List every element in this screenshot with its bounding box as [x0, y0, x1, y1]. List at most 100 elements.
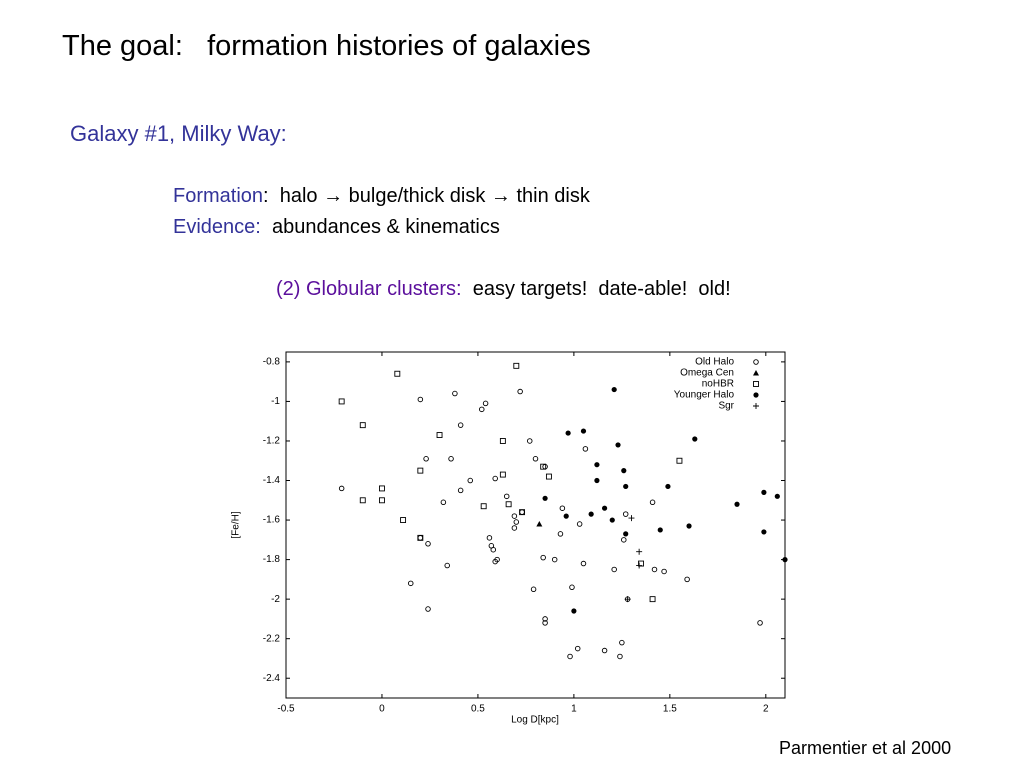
point	[530, 586, 537, 593]
point	[623, 483, 629, 490]
point	[619, 639, 625, 646]
point	[505, 501, 512, 508]
point	[782, 557, 788, 563]
point	[457, 487, 464, 494]
legend-label: Omega Cen	[680, 368, 734, 379]
legend-marker	[753, 370, 759, 376]
plot-frame	[285, 351, 786, 699]
clusters-line: (2) Globular clusters: easy targets! dat…	[276, 278, 731, 301]
point	[649, 499, 656, 506]
point	[486, 535, 493, 541]
point	[757, 620, 763, 626]
formation-label: Formation	[173, 185, 264, 207]
x-tick-label: -0.5	[277, 704, 295, 715]
point	[513, 519, 520, 525]
y-axis-label: [Fe/H]	[231, 511, 242, 538]
point	[761, 529, 767, 535]
point	[692, 436, 698, 442]
y-tick-label: -0.8	[263, 357, 281, 368]
point	[494, 556, 500, 563]
clusters-label: (2) Globular clusters:	[276, 278, 462, 300]
point	[601, 647, 608, 654]
point	[542, 620, 548, 626]
slide-title: The goal: formation histories of galaxie…	[62, 30, 591, 62]
x-tick-label: 0	[379, 704, 385, 715]
point	[621, 468, 627, 474]
point	[359, 497, 366, 504]
point	[452, 390, 458, 397]
point	[557, 531, 564, 537]
point	[492, 475, 498, 482]
point	[686, 523, 692, 529]
point	[621, 537, 627, 543]
point	[609, 517, 615, 523]
point	[479, 406, 485, 413]
legend-marker	[753, 359, 759, 365]
point	[517, 388, 523, 395]
y-tick-label: -1.6	[263, 515, 281, 526]
point	[436, 432, 443, 438]
legend-label: Old Halo	[695, 357, 734, 368]
point	[536, 521, 543, 527]
point	[657, 527, 663, 533]
point	[532, 456, 539, 462]
point	[400, 517, 407, 524]
point	[448, 456, 454, 462]
point	[417, 396, 424, 403]
formation-text: : halo → bulge/thick disk → thin disk	[263, 185, 590, 207]
point	[394, 370, 401, 377]
point	[542, 616, 548, 622]
x-axis-label: Log D[kpc]	[511, 715, 559, 726]
point	[774, 493, 780, 499]
y-tick-label: -2	[271, 594, 280, 605]
point	[540, 463, 547, 470]
point	[545, 473, 552, 480]
point	[594, 477, 600, 484]
point	[676, 457, 683, 464]
point	[734, 501, 740, 507]
point	[519, 509, 525, 515]
point	[440, 499, 447, 506]
y-tick-label: -2.2	[263, 633, 281, 644]
point	[499, 471, 506, 478]
point	[665, 483, 671, 490]
point	[588, 511, 594, 517]
point	[636, 548, 643, 555]
point	[542, 495, 548, 501]
x-tick-label: 0.5	[471, 704, 485, 715]
y-tick-label: -1	[271, 396, 280, 407]
legend-label: Younger Halo	[674, 390, 735, 401]
evidence-label: Evidence:	[173, 216, 261, 238]
point	[540, 554, 546, 561]
point	[551, 556, 558, 563]
x-tick-label: 1.5	[663, 704, 677, 715]
point	[580, 428, 587, 434]
point	[636, 562, 643, 569]
point	[379, 497, 385, 504]
point	[513, 362, 520, 369]
point	[499, 438, 506, 444]
point	[563, 513, 569, 519]
point	[611, 566, 617, 573]
citation: Parmentier et al 2000	[779, 738, 952, 758]
y-tick-label: -1.2	[263, 436, 281, 447]
point	[628, 515, 635, 522]
point	[338, 398, 345, 405]
legend-marker	[753, 403, 759, 409]
point	[542, 463, 548, 470]
clusters-text: easy targets! date-able! old!	[472, 278, 731, 300]
point	[379, 485, 385, 492]
point	[594, 462, 600, 468]
point	[417, 534, 424, 541]
point	[417, 467, 424, 474]
legend-label: Sgr	[718, 401, 734, 412]
x-tick-label: 2	[763, 704, 769, 715]
point	[425, 606, 431, 612]
point	[565, 430, 571, 436]
subtitle: Galaxy #1, Milky Way:	[70, 121, 287, 146]
legend-marker	[753, 381, 759, 387]
y-tick-label: -1.8	[263, 554, 281, 565]
point	[617, 653, 623, 660]
point	[480, 503, 487, 510]
